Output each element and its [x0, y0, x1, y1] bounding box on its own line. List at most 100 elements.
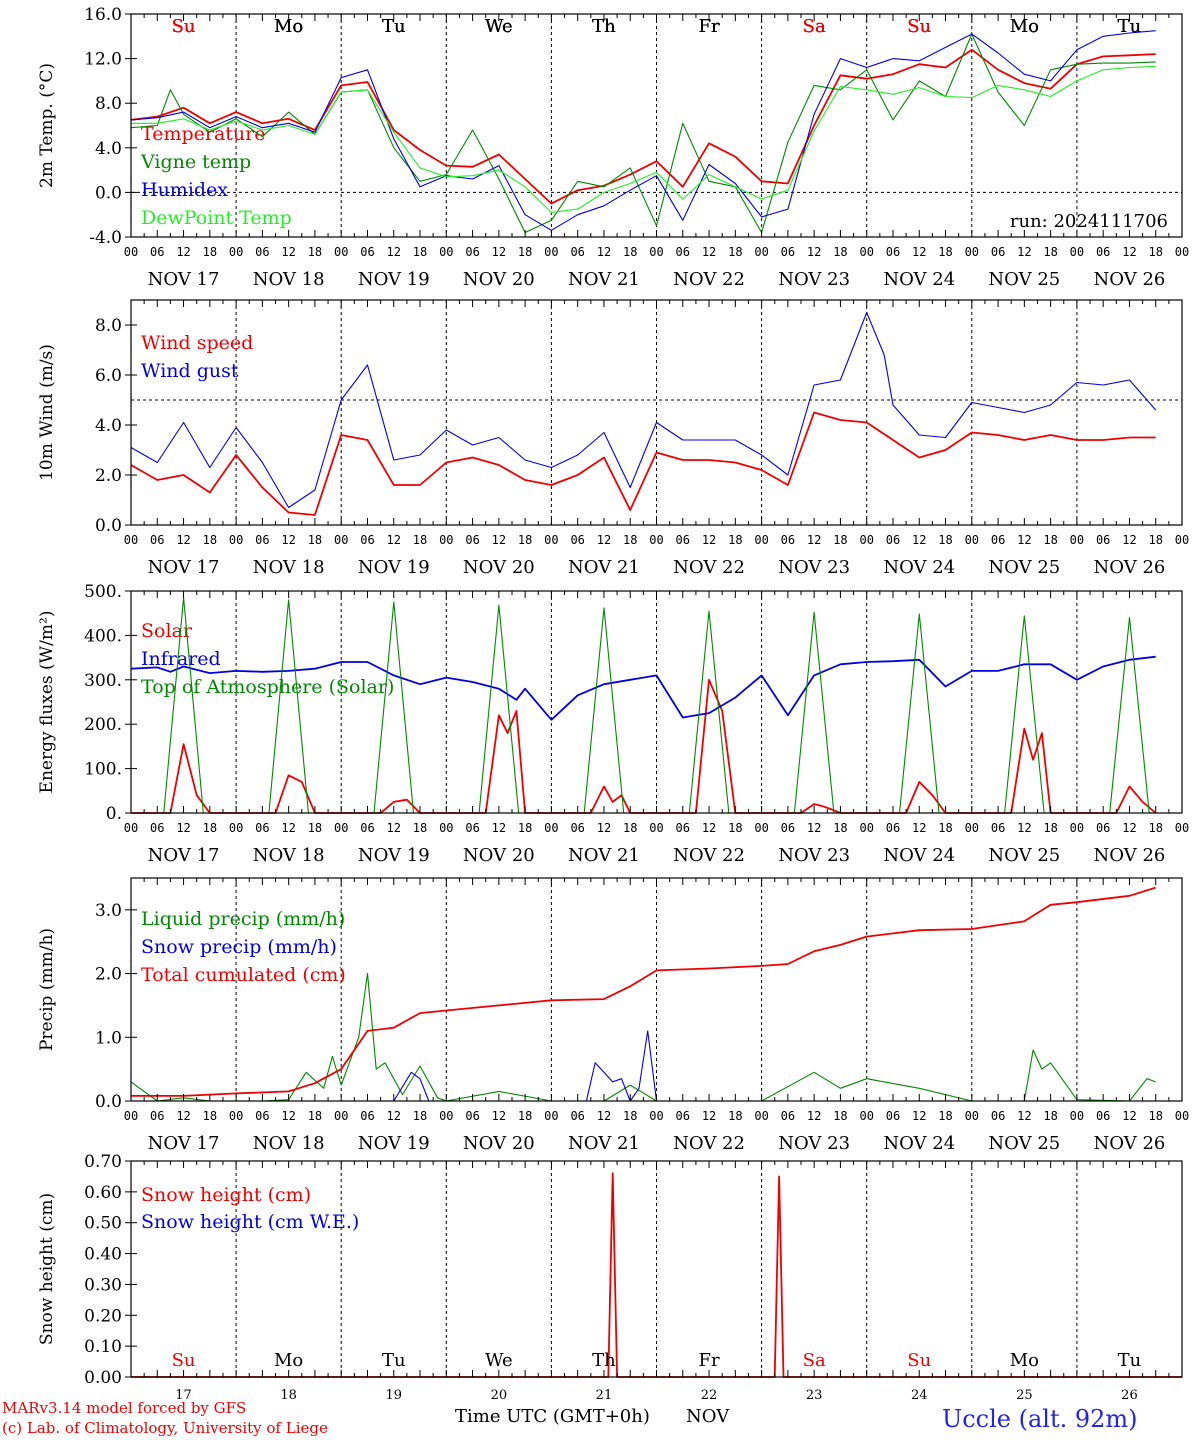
y-tick-label: 0.40 [84, 1245, 122, 1265]
flux-panel: Solar Infrared Top of Atmosphere (Solar) 0.… [37, 16, 1189, 866]
weekday-label: Su [172, 16, 196, 37]
hour-tick-label: 12 [492, 533, 506, 547]
y-tick-label: -4.0 [89, 228, 122, 248]
weekday-label: Su [172, 16, 196, 37]
hour-tick-label: 12 [807, 533, 821, 547]
weekday-label: Th [592, 16, 616, 37]
y-axis-label: Energy fluxes (W/m²) [37, 611, 57, 794]
hour-tick-label: 18 [518, 1109, 532, 1123]
precip-panel: Liquid precip (mm/h) Snow precip (mm/h) To… [37, 16, 1189, 1154]
hour-tick-label: 18 [203, 533, 217, 547]
hour-tick-label: 12 [281, 533, 295, 547]
date-label: NOV 20 [463, 557, 535, 578]
y-tick-label: 6.0 [95, 366, 122, 386]
weekday-label: Tu [382, 1350, 406, 1371]
hour-tick-label: 06 [886, 245, 900, 259]
series-line-green [130, 33, 1156, 234]
y-tick-label: 200. [84, 715, 122, 735]
day-number-label: 23 [806, 1388, 823, 1403]
date-label: NOV 22 [673, 557, 745, 578]
weekday-label: We [485, 16, 513, 37]
hour-tick-label: 18 [623, 245, 637, 259]
date-label: NOV 22 [673, 1133, 745, 1154]
hour-tick-label: 00 [229, 1109, 243, 1123]
hour-tick-label: 12 [387, 821, 401, 835]
hour-tick-label: 06 [991, 1109, 1005, 1123]
hour-tick-label: 12 [281, 1109, 295, 1123]
date-label: NOV 21 [568, 557, 640, 578]
date-label: NOV 20 [463, 845, 535, 866]
hour-tick-label: 18 [938, 821, 952, 835]
series-line-blue [130, 655, 1156, 721]
hour-tick-label: 06 [991, 821, 1005, 835]
hour-tick-label: 18 [413, 1109, 427, 1123]
date-label: NOV 25 [988, 1133, 1060, 1154]
y-tick-label: 0.0 [95, 516, 122, 536]
day-number-label: 19 [385, 1388, 402, 1403]
weekday-label: Mo [1010, 16, 1039, 37]
hour-tick-label: 00 [1070, 533, 1084, 547]
legend-entry: Vigne temp [140, 151, 251, 173]
hour-tick-label: 00 [439, 245, 453, 259]
weekday-label: Mo [1010, 1350, 1039, 1371]
y-tick-label: 12.0 [84, 50, 122, 70]
hour-tick-label: 00 [649, 245, 663, 259]
legend-entry: Infrared [141, 648, 221, 670]
x-axis-unit: NOV [686, 1406, 730, 1427]
date-label: NOV 26 [1094, 269, 1166, 290]
hour-tick-label: 12 [807, 1109, 821, 1123]
hour-tick-label: 18 [1043, 821, 1057, 835]
hour-tick-label: 12 [281, 245, 295, 259]
hour-tick-label: 12 [492, 1109, 506, 1123]
hour-tick-label: 00 [1175, 821, 1189, 835]
hour-tick-label: 12 [176, 821, 190, 835]
date-label: NOV 22 [673, 269, 745, 290]
hour-tick-label: 18 [308, 245, 322, 259]
hour-tick-label: 00 [334, 245, 348, 259]
wind-panel: Wind speed Wind gust 0.0 2.0 4.0 6.0 8.0 10m Wi… [37, 16, 1189, 578]
y-tick-label: 0.00 [84, 1368, 122, 1388]
run-annotation: run: 2024111706 [1010, 211, 1168, 232]
date-label: NOV 23 [778, 845, 850, 866]
weekday-label: Tu [1118, 16, 1142, 37]
hour-tick-label: 06 [360, 245, 374, 259]
hour-tick-label: 12 [702, 821, 716, 835]
hour-tick-label: 06 [150, 245, 164, 259]
y-axis-label: Precip (mm/h) [37, 928, 57, 1051]
hour-tick-label: 18 [728, 1109, 742, 1123]
legend-entry: Solar [141, 620, 193, 642]
hour-tick-label: 00 [229, 245, 243, 259]
hour-tick-label: 00 [229, 821, 243, 835]
hour-tick-label: 00 [439, 1109, 453, 1123]
y-tick-label: 500. [84, 582, 122, 602]
legend-entry: Top of Atmosphere (Solar) [141, 676, 394, 698]
day-number-label: 22 [701, 1388, 718, 1403]
hour-tick-label: 06 [150, 533, 164, 547]
hour-tick-label: 12 [1017, 533, 1031, 547]
hour-tick-label: 00 [124, 1109, 138, 1123]
hour-tick-label: 00 [965, 533, 979, 547]
weekday-label: We [485, 1350, 513, 1371]
hour-tick-label: 18 [308, 533, 322, 547]
y-tick-label: 100. [84, 760, 122, 780]
hour-tick-label: 12 [912, 821, 926, 835]
hour-tick-label: 00 [439, 821, 453, 835]
day-number-label: 18 [280, 1388, 297, 1403]
hour-tick-label: 00 [859, 1109, 873, 1123]
hour-tick-label: 18 [203, 821, 217, 835]
hour-tick-label: 12 [597, 1109, 611, 1123]
hour-tick-label: 06 [991, 245, 1005, 259]
y-axis-label: 2m Temp. (°C) [37, 63, 57, 188]
date-label: NOV 23 [778, 1133, 850, 1154]
series-line-green [130, 973, 1156, 1102]
hour-tick-label: 00 [439, 533, 453, 547]
weekday-label: Mo [274, 16, 303, 37]
hour-tick-label: 06 [1096, 533, 1110, 547]
hour-tick-label: 06 [1096, 1109, 1110, 1123]
weekday-label: Fr [699, 16, 720, 37]
date-label: NOV 21 [568, 269, 640, 290]
hour-tick-label: 00 [859, 821, 873, 835]
hour-tick-label: 00 [1175, 533, 1189, 547]
y-tick-label: 1.0 [95, 1028, 122, 1048]
hour-tick-label: 12 [912, 1109, 926, 1123]
